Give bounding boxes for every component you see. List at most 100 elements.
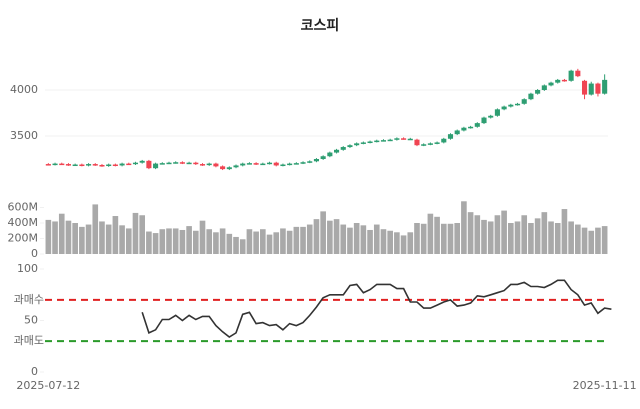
candle-body	[119, 163, 125, 166]
candle-body	[52, 163, 58, 166]
volume-bar	[119, 225, 125, 254]
candle-body	[139, 160, 145, 163]
volume-bar	[467, 212, 474, 254]
volume-bar	[280, 228, 286, 254]
candle-body	[193, 162, 199, 165]
volume-bar	[541, 212, 548, 254]
volume-bar	[501, 210, 507, 254]
volume-bar	[186, 226, 192, 254]
candle-body	[266, 162, 273, 165]
candle-body	[548, 82, 554, 86]
volume-bar	[139, 215, 145, 254]
volume-bar	[293, 226, 300, 254]
candle-body	[588, 83, 594, 95]
candle-body	[387, 139, 393, 142]
y-tick-label: 600M	[8, 201, 39, 214]
candle-body	[106, 164, 112, 167]
volume-bar	[219, 228, 226, 254]
candle-body	[132, 162, 139, 165]
candle-body	[300, 162, 306, 164]
reference-label: 과매도	[14, 334, 44, 347]
candle-body	[354, 143, 360, 146]
candle-body	[367, 141, 373, 144]
volume-bar	[380, 229, 387, 254]
candle-body	[360, 142, 366, 144]
candle-body	[112, 164, 118, 167]
candle-body	[508, 104, 514, 107]
candle-body	[461, 127, 467, 131]
y-tick-label: 3500	[10, 129, 38, 142]
candle-body	[159, 163, 165, 165]
candle-body	[414, 139, 420, 146]
candle-body	[86, 164, 92, 166]
candle-body	[72, 164, 78, 167]
candle-body	[260, 163, 266, 166]
candle-body	[421, 144, 427, 146]
volume-bar	[481, 219, 487, 254]
volume-bar	[434, 216, 440, 254]
y-tick-label: 0	[31, 365, 38, 378]
volume-bar	[300, 226, 306, 254]
candle-body	[447, 134, 454, 139]
volume-bar	[152, 233, 159, 254]
candle-body	[153, 163, 159, 169]
volume-bar	[474, 215, 481, 254]
candle-body	[494, 109, 500, 116]
candle-body	[427, 143, 433, 145]
volume-bar	[286, 230, 293, 254]
indicator-line	[141, 279, 612, 338]
volume-bar	[414, 223, 420, 254]
volume-bar	[273, 232, 280, 254]
candle-body	[92, 164, 98, 166]
candle-body	[293, 163, 299, 165]
candle-body	[246, 163, 252, 165]
candle-body	[273, 162, 279, 166]
candle-body	[602, 79, 608, 94]
volume-bar	[333, 219, 340, 254]
volume-bar	[253, 231, 259, 254]
volume-bar	[461, 201, 467, 254]
volume-bar	[199, 220, 206, 254]
volume-bar	[394, 232, 400, 254]
volume-bar	[601, 226, 608, 254]
volume-bar	[266, 234, 273, 254]
volume-bar	[454, 223, 461, 254]
volume-bar	[581, 227, 588, 254]
reference-label: 과매수	[14, 293, 44, 306]
candle-body	[374, 140, 380, 143]
volume-bar	[79, 226, 85, 254]
volume-bar	[45, 219, 52, 254]
candle-body	[173, 162, 179, 164]
volume-bar	[575, 224, 581, 254]
candle-body	[45, 164, 51, 166]
volume-bar	[233, 236, 239, 254]
y-tick-label: 400M	[8, 216, 39, 229]
volume-bar	[588, 230, 595, 254]
volume-bar	[213, 232, 219, 254]
candle-body	[327, 152, 333, 157]
candle-body	[253, 163, 259, 165]
candle-body	[555, 79, 561, 83]
candle-body	[454, 130, 460, 135]
candle-body	[514, 103, 521, 106]
y-tick-label: 100	[17, 262, 38, 275]
candle-body	[481, 117, 487, 124]
volume-bar	[521, 215, 528, 254]
volume-bar	[561, 209, 568, 254]
candle-body	[468, 126, 474, 129]
candle-body	[595, 83, 601, 94]
volume-bar	[534, 218, 541, 254]
volume-bar	[568, 221, 574, 254]
candle-body	[521, 99, 527, 104]
volume-bar	[554, 223, 561, 254]
candle-body	[126, 163, 132, 166]
candle-body	[213, 163, 219, 167]
candle-body	[407, 138, 413, 141]
volume-bar	[172, 228, 179, 254]
volume-bar	[132, 212, 139, 254]
volume-bar	[246, 229, 253, 254]
volume-bar	[353, 223, 360, 254]
volume-bar	[508, 223, 514, 254]
x-tick-label: 2025-07-12	[16, 379, 80, 392]
candle-body	[280, 164, 286, 167]
